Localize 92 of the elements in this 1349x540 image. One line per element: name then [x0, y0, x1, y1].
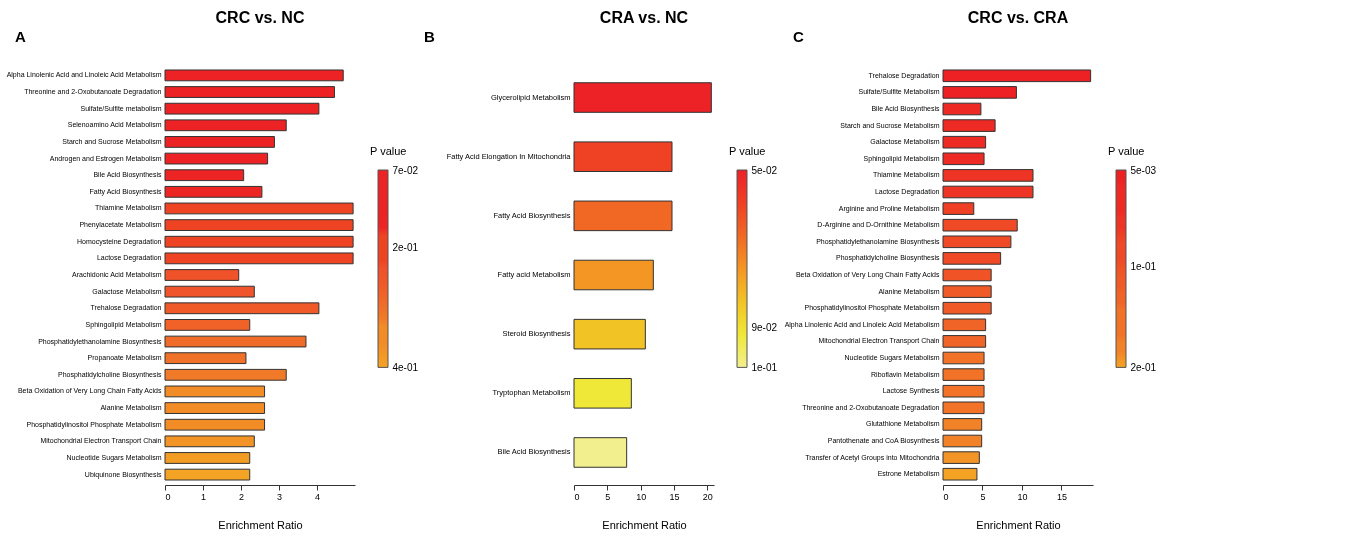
chart-title: CRC vs. CRA — [967, 9, 1069, 26]
x-tick-label: 20 — [702, 491, 713, 502]
x-tick-label: 0 — [165, 491, 171, 502]
bar — [573, 141, 673, 172]
bar — [164, 319, 251, 331]
bar — [942, 152, 985, 166]
text: B — [424, 28, 435, 45]
x-tick-label: 15 — [669, 491, 680, 502]
x-tick-label: 10 — [1017, 491, 1028, 502]
bar — [164, 202, 354, 215]
bar — [942, 86, 1017, 99]
x-tick-label: 10 — [636, 491, 647, 502]
bar — [164, 136, 275, 148]
bar — [164, 352, 247, 365]
x-tick-label: 0 — [574, 491, 580, 502]
bar — [942, 252, 1002, 265]
chart-title: CRC vs. NC — [215, 9, 305, 26]
bar — [164, 368, 287, 381]
bar — [164, 452, 251, 464]
bar — [164, 235, 354, 248]
x-tick-label: 5 — [980, 491, 986, 502]
color-bar-label: 9e-02 — [751, 322, 778, 334]
color-bar-title: P value — [1108, 145, 1145, 157]
color-bar-label: 2e-01 — [392, 242, 419, 254]
bar — [164, 219, 354, 231]
bar — [164, 252, 354, 265]
bar — [942, 418, 983, 431]
x-tick-label: 4 — [314, 491, 321, 502]
chart-title: CRA vs. NC — [599, 9, 689, 26]
text: A — [15, 28, 26, 45]
bar — [942, 434, 983, 448]
bar — [942, 451, 980, 464]
bar — [573, 318, 646, 350]
color-bar-label: 2e-01 — [1130, 361, 1157, 373]
bar — [942, 351, 985, 365]
color-bar-title: P value — [729, 145, 766, 157]
bar — [164, 418, 266, 431]
bar — [164, 69, 344, 82]
bar — [942, 268, 992, 282]
bar — [942, 235, 1012, 249]
x-axis-title: Enrichment Ratio — [602, 518, 687, 531]
x-tick-label: 1 — [200, 491, 207, 502]
bar — [164, 435, 255, 448]
bar — [164, 385, 266, 398]
bar — [164, 169, 245, 182]
bar — [942, 467, 978, 481]
bar — [942, 69, 1092, 83]
bar — [573, 378, 632, 409]
bar — [164, 86, 335, 98]
bar — [164, 285, 255, 298]
bar — [942, 102, 982, 116]
bar — [164, 302, 320, 315]
bar — [573, 259, 654, 291]
bar — [573, 437, 628, 468]
bar — [164, 102, 320, 115]
bar — [942, 401, 985, 415]
color-bar-label: 7e-02 — [392, 164, 419, 176]
text: C — [793, 28, 804, 45]
bar — [942, 135, 987, 149]
bar — [164, 269, 240, 281]
bar — [164, 468, 251, 481]
bar — [164, 185, 263, 198]
bar — [573, 200, 673, 232]
bar — [942, 384, 985, 398]
bar — [942, 335, 987, 348]
bar — [942, 202, 975, 215]
x-tick-label: 2 — [238, 491, 245, 502]
bar — [573, 82, 712, 113]
x-tick-label: 5 — [605, 491, 611, 502]
color-bar-label: 5e-03 — [1130, 164, 1157, 176]
bar — [164, 402, 266, 414]
x-tick-label: 3 — [276, 491, 283, 502]
bar — [942, 185, 1034, 199]
x-tick-label: 0 — [943, 491, 949, 502]
color-bar-label: 1e-01 — [1130, 260, 1157, 272]
bar — [164, 152, 269, 165]
color-bar-label: 5e-02 — [751, 164, 778, 176]
bar — [942, 301, 992, 315]
x-tick-label: 15 — [1056, 491, 1067, 502]
color-bar-label: 4e-01 — [392, 361, 419, 373]
color-bar-title: P value — [370, 145, 407, 157]
x-axis-title: Enrichment Ratio — [218, 518, 303, 531]
bar — [942, 169, 1034, 182]
bar — [942, 318, 987, 332]
bar — [164, 335, 307, 348]
bar — [942, 218, 1018, 232]
bar — [942, 285, 992, 298]
x-axis-title: Enrichment Ratio — [976, 518, 1061, 531]
bar — [942, 368, 985, 381]
bar — [164, 119, 287, 132]
color-bar-label: 1e-01 — [751, 361, 778, 373]
bar — [942, 119, 996, 132]
